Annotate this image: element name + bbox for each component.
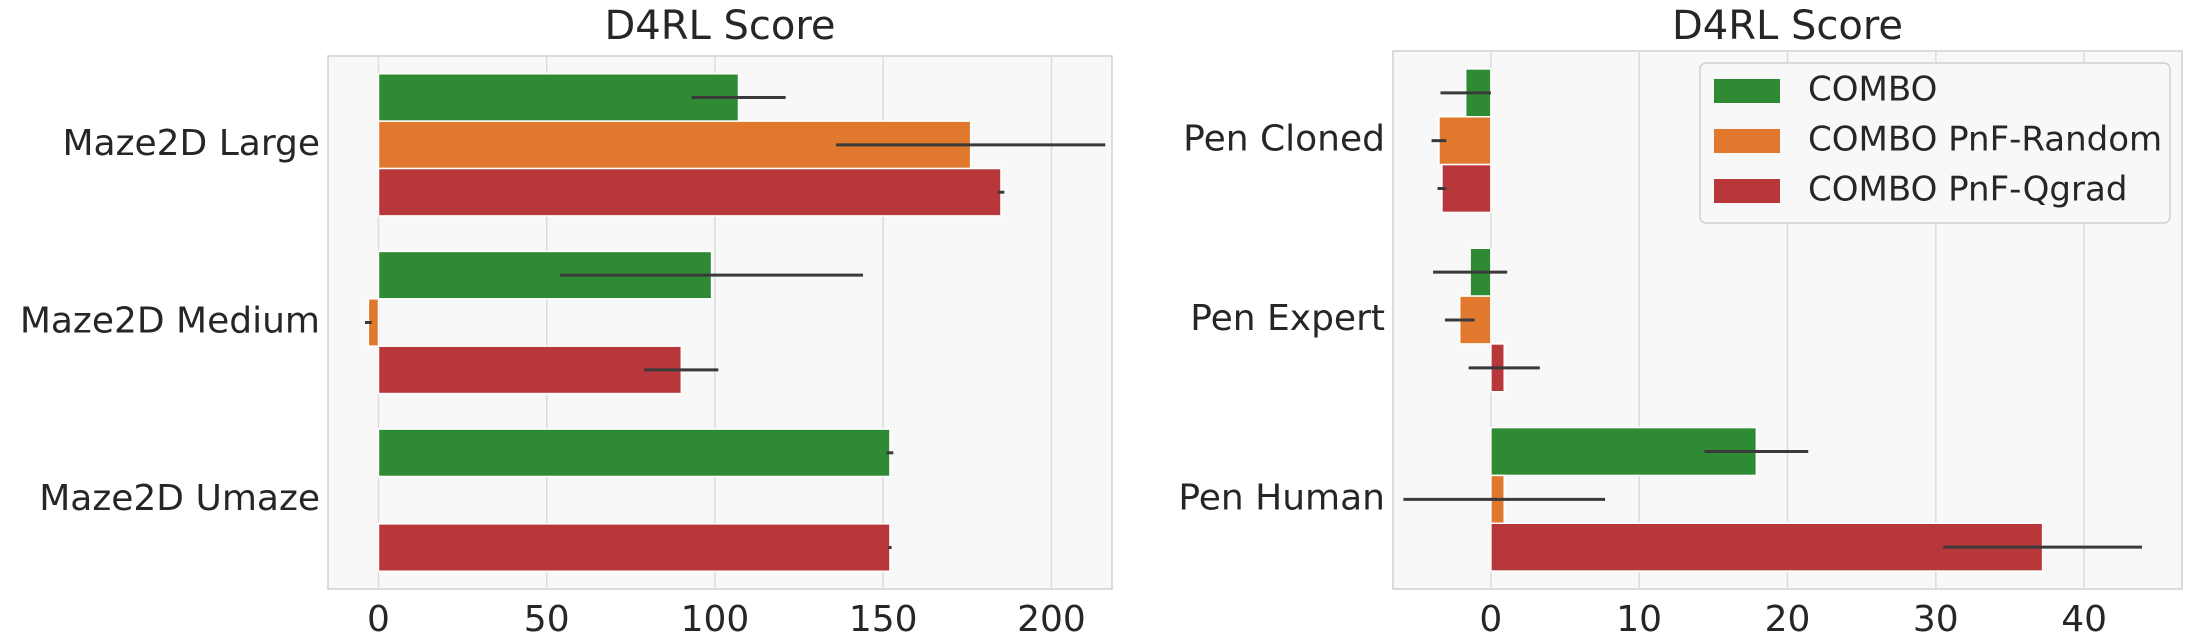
bar — [377, 73, 740, 122]
bar — [1441, 163, 1492, 214]
legend-swatch — [1714, 79, 1780, 103]
x-tick-label: 0 — [1479, 599, 1502, 640]
bar — [1458, 295, 1492, 345]
bar — [1438, 116, 1492, 166]
x-tick-label: 20 — [1765, 599, 1811, 640]
legend-box — [1699, 62, 2171, 224]
x-tick-label: 200 — [1017, 599, 1086, 640]
chart-title: D4RL Score — [604, 3, 835, 49]
bar — [377, 345, 683, 395]
legend-swatch — [1714, 129, 1780, 153]
y-tick-label: Pen Cloned — [1183, 119, 1385, 160]
y-tick-label: Maze2D Large — [62, 123, 320, 164]
bar — [377, 523, 891, 572]
x-tick-label: 10 — [1616, 599, 1662, 640]
y-tick-label: Pen Human — [1178, 477, 1385, 518]
x-tick-label: 50 — [524, 599, 570, 640]
legend-label: COMBO PnF-Qgrad — [1808, 170, 2127, 210]
x-tick-label: 0 — [367, 599, 390, 640]
legend-swatch — [1714, 179, 1780, 203]
y-tick-label: Pen Expert — [1190, 298, 1385, 339]
y-tick-label: Maze2D Medium — [20, 301, 320, 342]
legend-label: COMBO — [1808, 70, 1937, 110]
legend-label: COMBO PnF-Random — [1808, 120, 2162, 160]
x-tick-label: 100 — [681, 599, 750, 640]
bar — [377, 428, 891, 478]
x-tick-label: 40 — [2061, 599, 2107, 640]
y-tick-label: Maze2D Umaze — [39, 478, 320, 519]
x-tick-label: 30 — [1913, 599, 1959, 640]
bar — [377, 167, 1002, 217]
x-tick-label: 150 — [849, 599, 918, 640]
chart-title: D4RL Score — [1672, 3, 1903, 49]
